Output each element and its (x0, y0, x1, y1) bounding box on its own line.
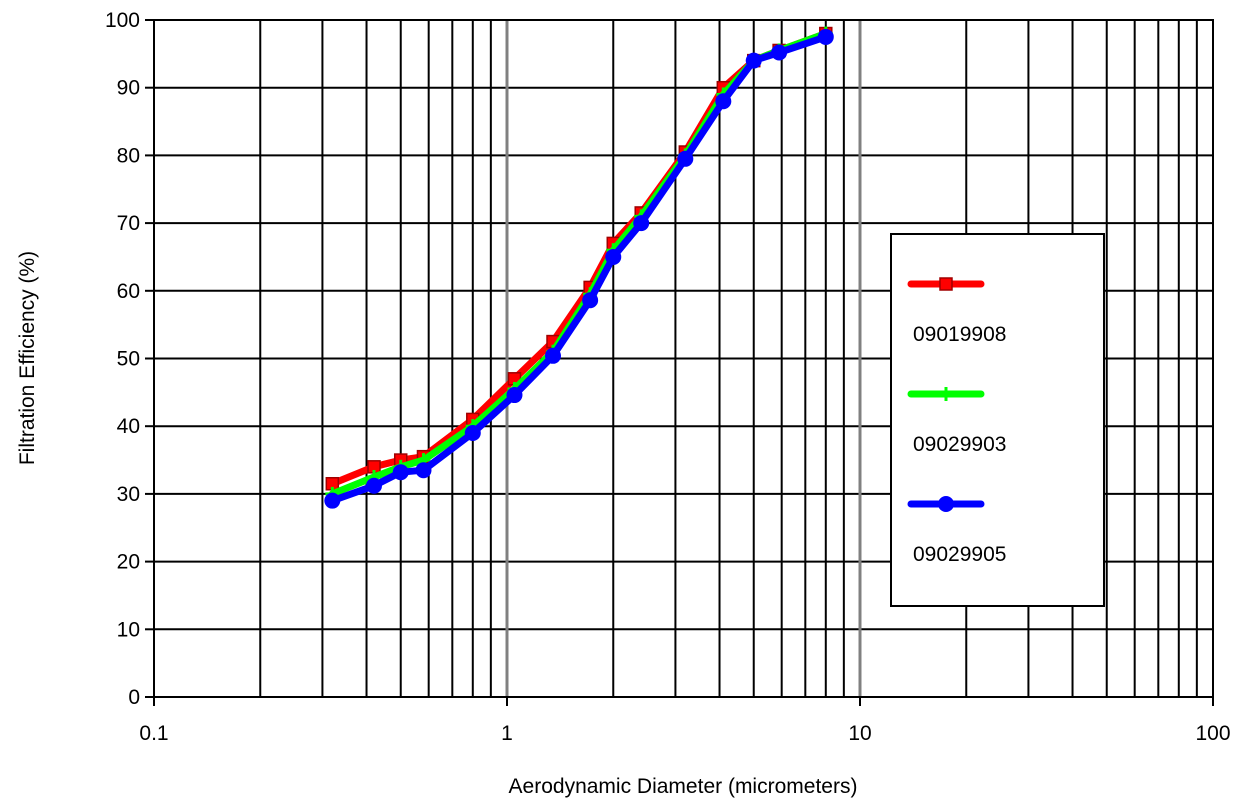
x-tick-label: 10 (848, 722, 871, 745)
data-point-marker (582, 292, 599, 309)
legend-item: 09029905 (907, 496, 1006, 566)
y-tick-label: 10 (117, 618, 140, 641)
y-axis-title: Filtration Efficiency (%) (16, 251, 39, 465)
y-tick-label: 30 (117, 483, 140, 506)
y-tick-label: 0 (128, 686, 140, 709)
y-tick-label: 90 (117, 77, 140, 100)
data-point-marker (392, 464, 409, 481)
x-tick-label: 0.1 (139, 722, 168, 745)
legend: 09019908 09029903 09029905 (890, 233, 1105, 607)
legend-label: 09029905 (913, 543, 1006, 566)
data-point-marker (939, 387, 953, 401)
data-point-marker (938, 496, 954, 512)
series-09029905 (324, 28, 834, 509)
data-point-marker (415, 462, 432, 479)
data-point-marker (677, 150, 694, 167)
data-point-marker (324, 492, 341, 509)
legend-item: 09029903 (907, 387, 1006, 456)
y-tick-label: 80 (117, 144, 140, 167)
y-axis-ticks: 0 10 20 30 40 50 60 70 80 90 100 (105, 9, 154, 709)
data-point-marker (939, 277, 953, 291)
data-point-marker (464, 424, 481, 441)
x-axis-ticks: 0.1 1 10 100 (139, 697, 1231, 745)
data-point-marker (715, 93, 732, 110)
x-tick-label: 1 (501, 722, 513, 745)
data-point-marker (633, 215, 650, 232)
legend-label: 09029903 (913, 433, 1006, 456)
y-tick-label: 60 (117, 280, 140, 303)
data-point-marker (506, 387, 523, 404)
legend-item: 09019908 (907, 277, 1006, 346)
data-point-marker (771, 44, 788, 61)
y-tick-label: 40 (117, 415, 140, 438)
data-point-marker (817, 28, 834, 45)
data-point-marker (605, 248, 622, 265)
y-tick-label: 20 (117, 551, 140, 574)
data-point-marker (545, 347, 562, 364)
legend-box (890, 233, 1105, 607)
x-axis-title: Aerodynamic Diameter (micrometers) (509, 775, 858, 798)
data-point-marker (745, 52, 762, 69)
y-tick-label: 70 (117, 212, 140, 235)
y-tick-label: 100 (105, 9, 140, 32)
y-tick-label: 50 (117, 348, 140, 371)
x-tick-label: 100 (1195, 722, 1230, 745)
legend-label: 09019908 (913, 323, 1006, 346)
data-point-marker (366, 477, 383, 494)
series-group (324, 26, 834, 509)
